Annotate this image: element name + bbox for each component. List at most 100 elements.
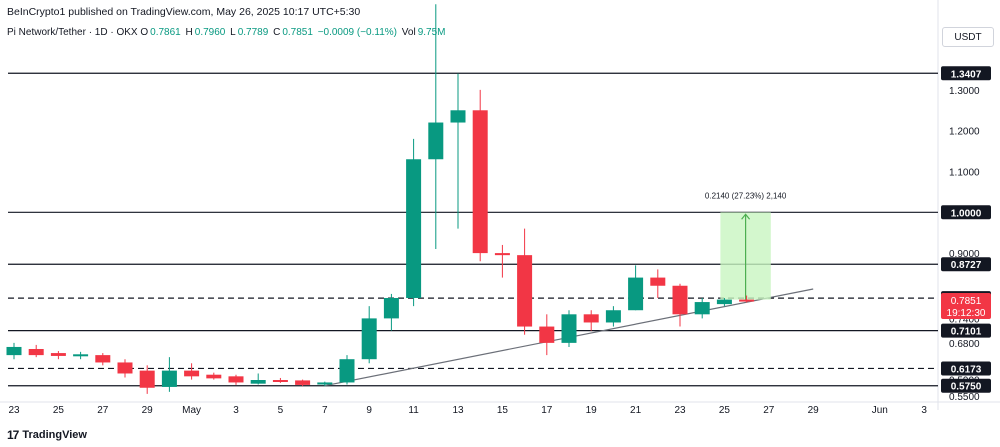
- candle-body: [406, 159, 422, 298]
- candle-body: [228, 376, 244, 383]
- candle-body: [361, 318, 377, 360]
- candle-body: [295, 380, 311, 385]
- tradingview-footer[interactable]: 17 TradingView: [7, 428, 87, 442]
- candle-body: [28, 348, 44, 356]
- candle-body: [472, 110, 488, 254]
- x-tick-label: 15: [497, 405, 509, 416]
- current-price-tag: [941, 292, 991, 319]
- candle-body: [494, 253, 510, 256]
- x-tick-label: 29: [808, 405, 820, 416]
- current-price-label: 0.7851: [951, 296, 982, 307]
- x-tick-label: 25: [53, 405, 65, 416]
- x-tick-label: 13: [452, 405, 464, 416]
- level-label: 0.5750: [951, 382, 982, 393]
- candle-body: [672, 285, 688, 315]
- x-tick-label: 3: [921, 405, 927, 416]
- y-tick-label: 0.9000: [949, 249, 980, 260]
- candle-body: [450, 110, 466, 123]
- x-tick-label: May: [182, 405, 201, 416]
- countdown-label: 19:12:30: [947, 308, 986, 319]
- brand-name: TradingView: [22, 429, 87, 441]
- high-label: H: [185, 27, 193, 38]
- level-tag: [941, 378, 991, 393]
- open-value: 0.7861: [150, 27, 181, 38]
- candle-body: [539, 326, 555, 343]
- x-tick-label: 5: [278, 405, 284, 416]
- candle-body: [184, 370, 200, 377]
- candle-body: [139, 370, 155, 388]
- measure-label: 0.2140 (27.23%) 2,140: [705, 191, 787, 200]
- symbol-info-bar: Pi Network/Tether · 1D · OKX O 0.7861 H 0.…: [7, 27, 448, 38]
- y-tick-label: 0.5500: [949, 392, 980, 403]
- price-axis[interactable]: 0.55000.59000.62000.68000.74000.90001.10…: [941, 66, 991, 403]
- level-label: 0.6173: [951, 364, 982, 375]
- x-tick-label: 17: [541, 405, 553, 416]
- x-tick-label: 27: [763, 405, 775, 416]
- candle-body: [317, 382, 333, 385]
- candle-body: [628, 277, 644, 311]
- candle-body: [95, 355, 111, 363]
- x-tick-label: 27: [97, 405, 109, 416]
- x-tick-label: 7: [322, 405, 328, 416]
- candle-body: [6, 346, 22, 356]
- time-axis[interactable]: 23 25 27 29 May 3 5 7 9 11 13 15 17 19 21 23 25 27 29 Jun 3: [8, 405, 927, 416]
- candle-body: [428, 122, 444, 160]
- change-value: −0.0009 (−0.11%): [317, 27, 398, 38]
- candle-body: [650, 277, 666, 286]
- open-label: O: [140, 27, 149, 38]
- close-label: C: [273, 27, 281, 38]
- x-tick-label: 23: [8, 405, 20, 416]
- candle-body: [50, 353, 66, 356]
- candle-body: [583, 314, 599, 323]
- candle-body: [117, 362, 133, 374]
- candles: [6, 4, 755, 394]
- level-tag: [941, 361, 991, 376]
- low-value: 0.7789: [237, 27, 269, 38]
- currency-unit-button[interactable]: USDT: [942, 27, 994, 47]
- x-tick-label: 25: [719, 405, 731, 416]
- publisher-line: BeInCrypto1 published on TradingView.com…: [7, 6, 361, 18]
- level-label: 1.3407: [951, 69, 982, 80]
- level-tag: [941, 66, 991, 81]
- candle-body: [517, 255, 533, 327]
- candle-body: [383, 297, 399, 319]
- x-tick-label: 11: [408, 405, 419, 416]
- high-value: 0.7960: [194, 27, 226, 38]
- y-tick-label: 0.6800: [949, 339, 980, 350]
- x-tick-label: 3: [233, 405, 239, 416]
- y-tick-label: 1.3000: [949, 86, 980, 97]
- low-label: L: [230, 27, 236, 38]
- measure-tool[interactable]: 0.2140 (27.23%) 2,140: [705, 191, 787, 300]
- chart-grid: [0, 0, 1000, 410]
- candle-body: [250, 380, 266, 384]
- x-tick-label: 29: [142, 405, 154, 416]
- candle-body: [561, 314, 577, 343]
- y-tick-label: 1.1000: [949, 167, 980, 178]
- level-label: 1.0000: [951, 208, 982, 219]
- horizontal-levels: [8, 72, 938, 387]
- x-tick-label: Jun: [872, 405, 888, 416]
- y-tick-label: 0.7400: [949, 314, 980, 325]
- candle-body: [694, 302, 710, 315]
- level-tag: [941, 257, 991, 272]
- level-tag: [941, 323, 991, 338]
- symbol-label[interactable]: Pi Network/Tether · 1D · OKX: [7, 27, 138, 38]
- tradingview-logo-icon: 17: [7, 428, 19, 442]
- candle-body: [739, 299, 755, 302]
- x-tick-label: 23: [674, 405, 686, 416]
- measure-arrow-head: [741, 213, 751, 220]
- candle-body: [716, 299, 732, 305]
- volume-label: Vol: [401, 27, 416, 38]
- candle-body: [161, 370, 177, 387]
- level-label: 0.8727: [951, 260, 982, 271]
- level-tag: [941, 205, 991, 220]
- candle-body: [272, 380, 288, 383]
- y-tick-label: 1.2000: [949, 127, 980, 138]
- x-tick-label: 19: [586, 405, 598, 416]
- candle-body: [206, 374, 222, 379]
- x-tick-label: 21: [630, 405, 642, 416]
- x-tick-label: 9: [366, 405, 372, 416]
- candle-body: [605, 310, 621, 323]
- volume-value: 9.75M: [417, 27, 446, 38]
